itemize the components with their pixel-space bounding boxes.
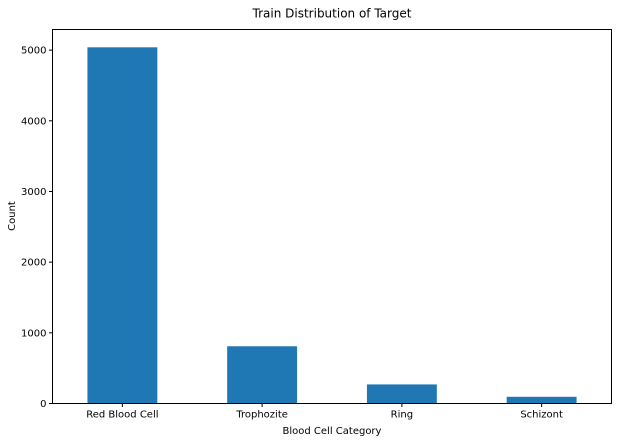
y-ticks: 0 1000 2000 3000 4000 5000 [21,46,53,410]
bars-layer [87,47,577,404]
y-tick-label: 0 [40,399,46,410]
chart-title: Train Distribution of Target [252,7,412,21]
x-tick-label: Trophozite [235,410,288,421]
y-tick-label: 1000 [21,328,46,339]
y-tick-label: 3000 [21,187,46,198]
y-tick-label: 5000 [21,46,46,57]
bar-trophozite [227,346,298,404]
bar-schizont [506,396,577,404]
x-axis-label: Blood Cell Category [283,426,382,437]
x-tick-label: Schizont [520,410,563,421]
bar-red-blood-cell [87,47,158,404]
bar-ring [366,384,437,404]
x-tick-label: Ring [391,410,413,421]
y-tick-label: 4000 [21,116,46,127]
plot-frame [52,29,612,404]
x-ticks: Red Blood Cell Trophozite Ring Schizont [86,403,563,421]
x-tick-label: Red Blood Cell [86,410,158,421]
y-tick-label: 2000 [21,258,46,269]
y-axis-label: Count [7,201,18,231]
